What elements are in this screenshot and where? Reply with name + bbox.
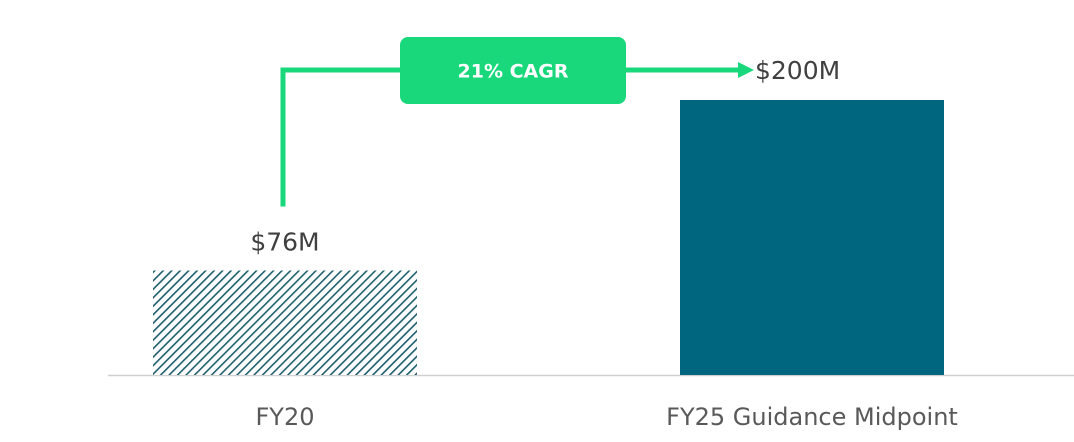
bar <box>153 270 417 375</box>
value-label: $200M <box>755 56 840 85</box>
bar <box>680 100 944 375</box>
cagr-box <box>400 37 626 104</box>
x-tick-label: FY20 <box>255 403 314 431</box>
cagr-label: 21% CAGR <box>458 61 569 83</box>
arrow-head <box>738 62 754 78</box>
value-label: $76M <box>250 228 319 257</box>
x-tick-label: FY25 Guidance Midpoint <box>666 403 958 431</box>
